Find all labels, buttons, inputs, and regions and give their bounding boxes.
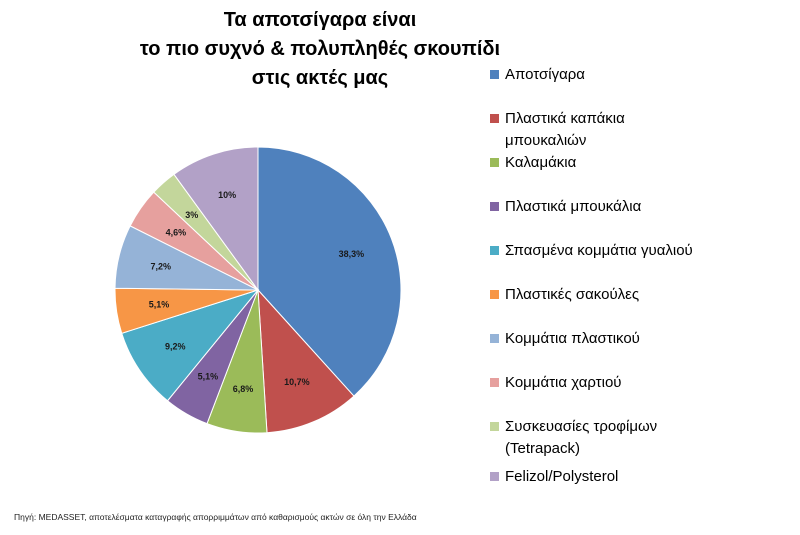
legend-swatch-5 [490, 290, 499, 299]
data-label-0: 38,3% [339, 249, 365, 259]
legend-item-0: Αποτσίγαρα [490, 64, 790, 108]
legend-label-0-line-0: Αποτσίγαρα [505, 66, 585, 83]
legend-swatch-9 [490, 472, 499, 481]
legend-label-3-line-0: Πλαστικά μπουκάλια [505, 198, 642, 215]
legend-swatch-4 [490, 246, 499, 255]
legend-swatch-0 [490, 70, 499, 79]
legend-item-1: Πλαστικά καπάκια μπουκαλιών [490, 108, 790, 152]
data-label-3: 5,1% [198, 372, 219, 382]
legend-swatch-1 [490, 114, 499, 123]
legend-item-9: Felizol/Polysterol [490, 466, 790, 488]
chart-title-line-1: Τα αποτσίγαρα είναι [223, 9, 417, 31]
legend-label-7-line-0: Κομμάτια χαρτιού [505, 374, 622, 391]
legend-swatch-8 [490, 422, 499, 431]
legend-label-4-line-0: Σπασμένα κομμάτια γυαλιού [505, 242, 693, 259]
legend-swatch-2 [490, 158, 499, 167]
chart-title-line-3: στις ακτές μας [251, 67, 389, 89]
legend-label-5-line-0: Πλαστικές σακούλες [505, 286, 640, 303]
chart-legend: Αποτσίγαρα Πλαστικά καπάκια μπουκαλιών Καλα… [490, 64, 790, 488]
legend-swatch-7 [490, 378, 499, 387]
source-note: Πηγή: MEDASSET, αποτελέσματα καταγραφής … [14, 512, 417, 522]
chart-title: Τα αποτσίγαρα είναι το πιο συχνό & πολυπ… [130, 6, 510, 93]
data-label-5: 5,1% [149, 300, 170, 310]
legend-label-8-line-1: (Tetrapack) [505, 440, 581, 457]
legend-item-4: Σπασμένα κομμάτια γυαλιού [490, 240, 790, 284]
legend-item-6: Κομμάτια πλαστικού [490, 328, 790, 372]
data-label-6: 7,2% [150, 261, 171, 271]
data-label-4: 9,2% [165, 341, 186, 351]
legend-swatch-6 [490, 334, 499, 343]
data-label-8: 3% [185, 210, 198, 220]
legend-item-2: Καλαμάκια [490, 152, 790, 196]
legend-label-1-line-1: μπουκαλιών [505, 132, 587, 149]
legend-item-8: Συσκευασίες τροφίμων (Tetrapack) [490, 416, 790, 466]
pie-slice-4 [121, 289, 260, 402]
data-label-7: 4,6% [166, 228, 187, 238]
data-label-2: 6,8% [233, 384, 254, 394]
legend-label-6-line-0: Κομμάτια πλαστικού [505, 330, 640, 347]
legend-item-7: Κομμάτια χαρτιού [490, 372, 790, 416]
pie-slice-1 [257, 288, 355, 434]
pie-slice-0 [257, 146, 402, 397]
legend-label-1-line-0: Πλαστικά καπάκια [505, 110, 625, 127]
legend-item-3: Πλαστικά μπουκάλια [490, 196, 790, 240]
data-label-9: 10% [218, 190, 236, 200]
chart-title-line-2: το πιο συχνό & πολυπληθές σκουπίδι [139, 38, 501, 60]
pie-slice-9 [173, 146, 259, 292]
data-label-1: 10,7% [284, 377, 310, 387]
legend-label-2-line-0: Καλαμάκια [505, 154, 577, 171]
legend-label-9-line-0: Felizol/Polysterol [505, 468, 619, 485]
legend-label-8-line-0: Συσκευασίες τροφίμων [505, 418, 658, 435]
legend-swatch-3 [490, 202, 499, 211]
legend-item-5: Πλαστικές σακούλες [490, 284, 790, 328]
